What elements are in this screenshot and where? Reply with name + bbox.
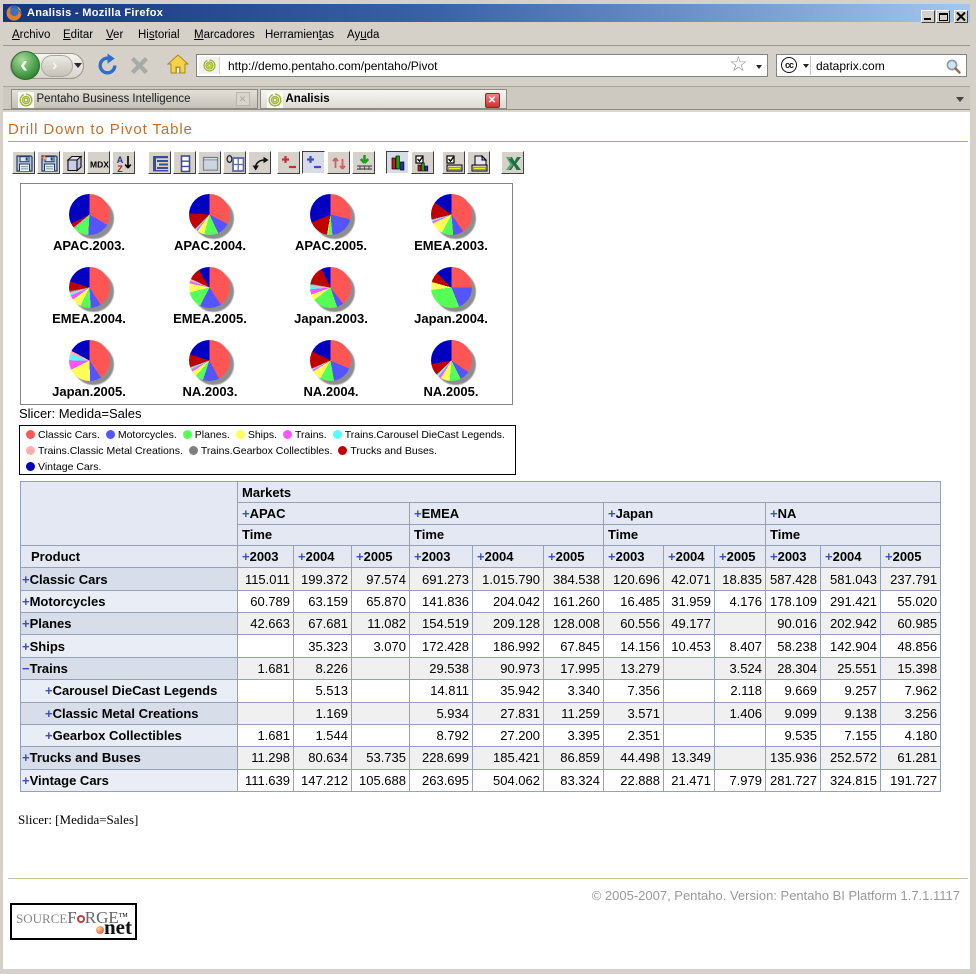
svg-text:Z: Z [117,164,123,173]
svg-text:A: A [117,155,124,165]
svg-text:MDX: MDX [90,160,109,170]
